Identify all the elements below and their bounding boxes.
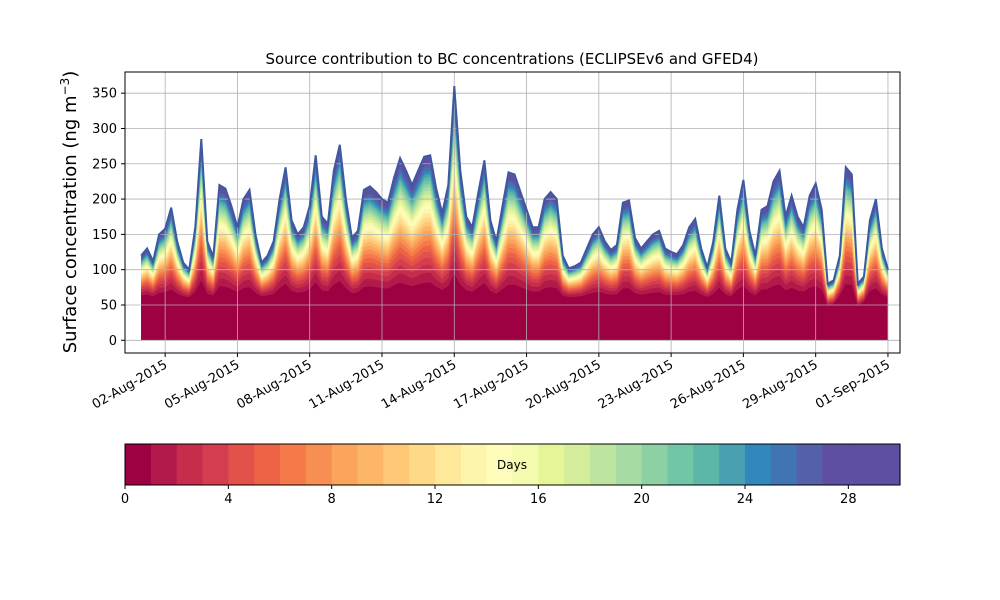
- y-tick-label: 300: [92, 122, 117, 137]
- colorbar-cell: [486, 444, 514, 485]
- colorbar-cell: [796, 444, 824, 485]
- colorbar-cell: [564, 444, 591, 485]
- colorbar-cell: [383, 444, 410, 485]
- colorbar-cell: [822, 444, 849, 485]
- x-tick-label: 23-Aug-2015: [596, 357, 676, 412]
- colorbar-cell: [460, 444, 488, 485]
- colorbar-label: Days: [497, 458, 527, 472]
- y-tick-label: 200: [92, 193, 117, 208]
- colorbar-cells: [125, 444, 901, 485]
- colorbar-tick-label: 28: [840, 492, 857, 507]
- x-tick-label: 17-Aug-2015: [451, 357, 531, 412]
- colorbar-cell: [538, 444, 565, 485]
- colorbar-cell: [641, 444, 669, 485]
- colorbar-cell: [228, 444, 255, 485]
- colorbar-cell: [202, 444, 229, 485]
- colorbar-cell: [305, 444, 333, 485]
- x-axis: 02-Aug-201505-Aug-201508-Aug-201511-Aug-…: [90, 353, 893, 413]
- y-tick-label: 350: [92, 87, 117, 102]
- colorbar-tick-label: 24: [737, 492, 754, 507]
- colorbar-cell: [615, 444, 643, 485]
- y-axis: 0 50 100 150 200 250 300 350: [92, 87, 125, 349]
- grid-lines: [125, 72, 900, 353]
- colorbar-tick-label: 16: [530, 492, 547, 507]
- y-tick-label: 0: [109, 334, 117, 349]
- chart-title: Source contribution to BC concentrations…: [265, 50, 758, 68]
- colorbar-tick-label: 20: [633, 492, 650, 507]
- y-tick-label: 50: [100, 298, 117, 313]
- x-tick-label: 11-Aug-2015: [307, 357, 387, 412]
- x-tick-label: 05-Aug-2015: [162, 357, 242, 412]
- colorbar-cell: [719, 444, 746, 485]
- y-tick-label: 100: [92, 263, 117, 278]
- colorbar-cell: [176, 444, 204, 485]
- plot-frame: [124, 71, 901, 354]
- colorbar-cell: [254, 444, 281, 485]
- colorbar-tick-label: 8: [328, 492, 336, 507]
- x-tick-label: 20-Aug-2015: [523, 357, 603, 412]
- colorbar-cell: [435, 444, 462, 485]
- stacked-area-layers: [141, 86, 889, 341]
- colorbar-cell: [770, 444, 798, 485]
- colorbar-cell: [848, 444, 875, 485]
- colorbar: Days 0 4 8 12 16 20 24 28: [121, 443, 901, 507]
- colorbar-cell: [357, 444, 384, 485]
- colorbar-cell: [745, 444, 772, 485]
- colorbar-cell: [874, 444, 901, 485]
- colorbar-ticks: 0 4 8 12 16 20 24 28: [121, 485, 857, 507]
- colorbar-tick-label: 0: [121, 492, 129, 507]
- plot-area: [124, 71, 901, 354]
- y-tick-label: 250: [92, 157, 117, 172]
- x-tick-label: 01-Sep-2015: [813, 357, 893, 412]
- x-tick-label: 08-Aug-2015: [234, 357, 314, 412]
- x-tick-label: 29-Aug-2015: [740, 357, 820, 412]
- y-axis-label: Surface concentration (ng m−3): [58, 71, 81, 354]
- colorbar-cell: [667, 444, 694, 485]
- colorbar-cell: [280, 444, 307, 485]
- colorbar-cell: [693, 444, 720, 485]
- total-concentration-line: [140, 86, 889, 287]
- age-layer-day-0: [141, 273, 889, 341]
- colorbar-cell: [331, 444, 359, 485]
- colorbar-tick-label: 12: [427, 492, 444, 507]
- colorbar-frame: [124, 443, 901, 486]
- colorbar-cell: [150, 444, 178, 485]
- colorbar-tick-label: 4: [224, 492, 232, 507]
- x-tick-label: 14-Aug-2015: [379, 357, 459, 412]
- colorbar-cell: [125, 444, 152, 485]
- colorbar-cell: [590, 444, 617, 485]
- colorbar-cell: [512, 444, 539, 485]
- x-tick-label: 26-Aug-2015: [668, 357, 748, 412]
- x-tick-label: 02-Aug-2015: [90, 357, 170, 412]
- y-tick-label: 150: [92, 228, 117, 243]
- colorbar-cell: [409, 444, 436, 485]
